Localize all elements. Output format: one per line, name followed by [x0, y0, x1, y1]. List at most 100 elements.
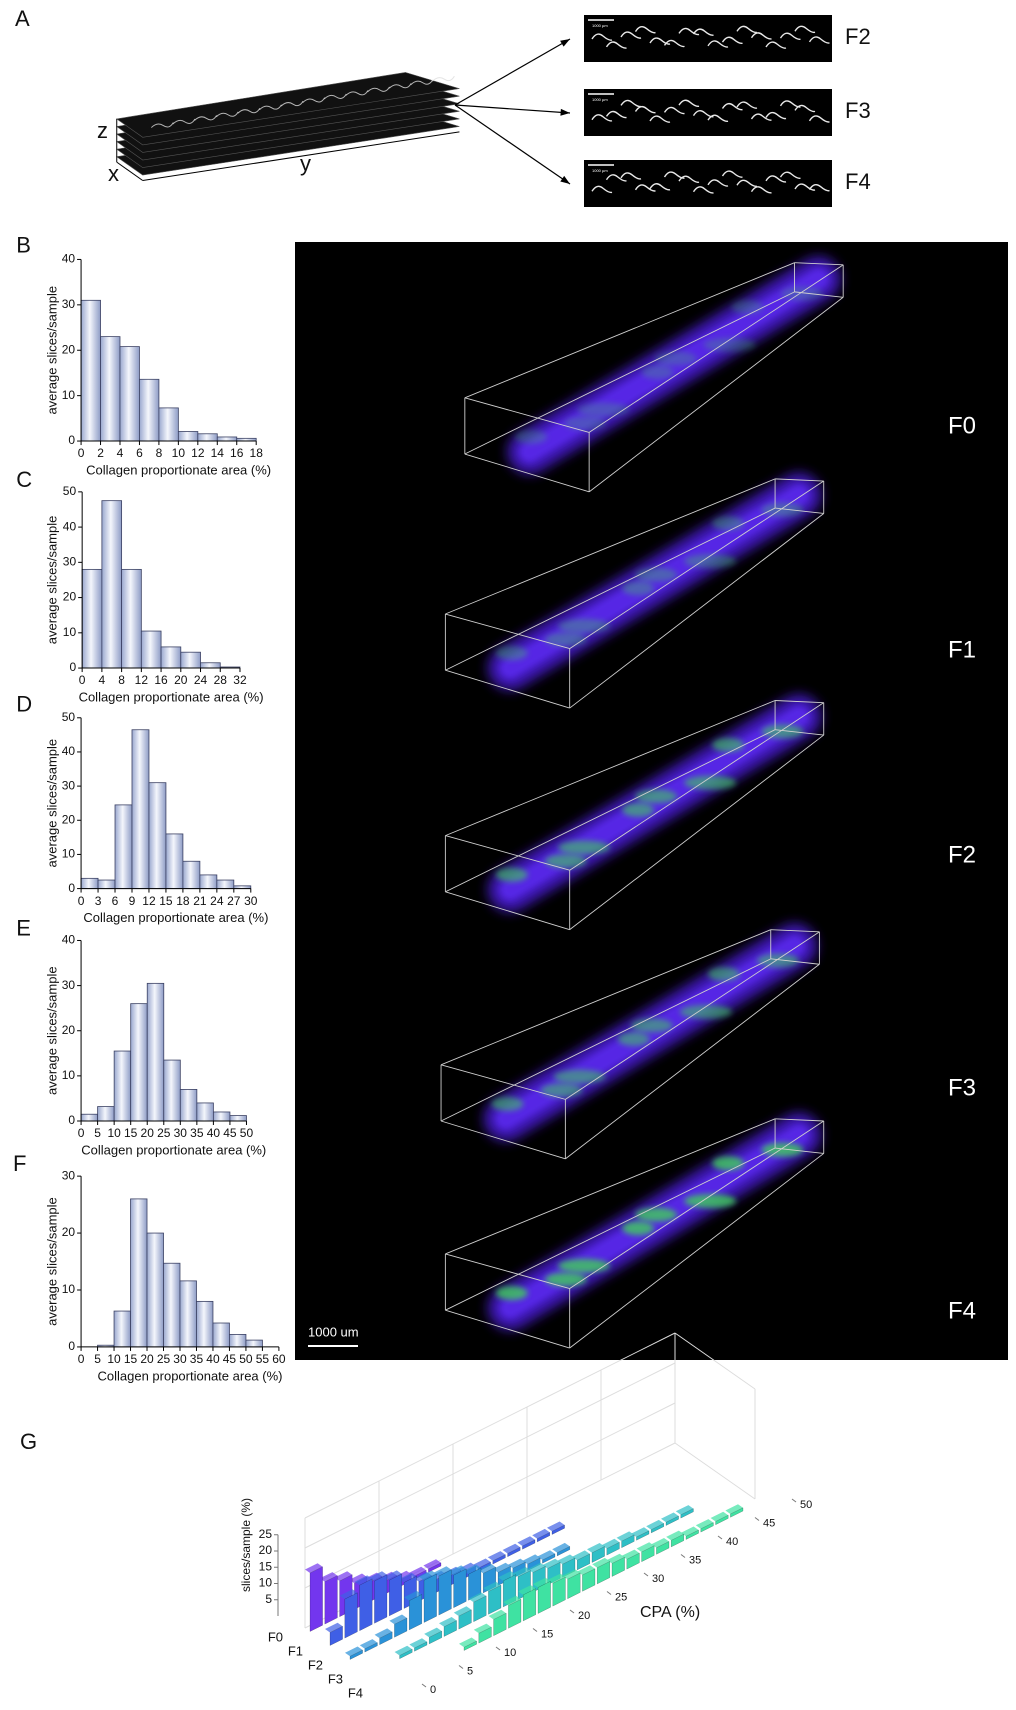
slice-texture [692, 28, 714, 36]
volume-box-edge [565, 963, 820, 1160]
y-tick-label: 30 [62, 978, 76, 992]
volume-collagen [553, 1069, 606, 1084]
y-axis-title: slices/sample (%) [239, 1498, 253, 1592]
slice-texture [634, 25, 656, 34]
slice-texture [794, 104, 816, 113]
stack-texture [237, 108, 261, 114]
y-axis-title: average slices/sample [44, 966, 59, 1095]
x-tick-label: 40 [207, 1126, 221, 1140]
slice-texture [707, 40, 729, 48]
bar-top [503, 1595, 521, 1606]
x-tick [532, 1628, 538, 1632]
arrow [454, 104, 571, 185]
x-tick-label: 28 [214, 673, 228, 687]
volumes: F0 F1 F2 F3 F4 [440, 256, 976, 1349]
slice-texture [591, 33, 613, 41]
bar-top [399, 1572, 417, 1583]
x-tick-label: 14 [211, 446, 225, 460]
bar-top [666, 1530, 684, 1541]
axis-label: x [108, 161, 119, 186]
bar-top [325, 1622, 343, 1633]
bar-top [389, 1614, 407, 1625]
bar [443, 1620, 457, 1637]
x-tick-label: 16 [230, 446, 244, 460]
series-label: F3 [328, 1671, 343, 1686]
x-tick-label: 25 [615, 1591, 627, 1603]
y-tick-label: 40 [62, 933, 76, 947]
slice-texture [649, 115, 671, 123]
x-tick-label: 45 [223, 1126, 237, 1140]
bar [473, 1595, 487, 1623]
volume-label: F3 [948, 1074, 976, 1101]
backdrop-grid [674, 1332, 756, 1390]
x-tick-label: 25 [157, 1126, 171, 1140]
y-tick-label: 20 [62, 812, 76, 826]
bar [212, 1322, 230, 1348]
bar [478, 1626, 492, 1644]
axis-label: z [97, 118, 108, 143]
bar-top [305, 1563, 323, 1573]
x-tick-label: 12 [142, 894, 156, 908]
bar-top [463, 1564, 481, 1575]
volume-box-edge [569, 480, 824, 649]
x-tick-label: 10 [504, 1647, 516, 1659]
bar-top [339, 1589, 358, 1600]
y-tick-label: 10 [259, 1576, 273, 1590]
x-axis-title: Collagen proportionate area (%) [97, 1368, 282, 1383]
bar [199, 874, 218, 889]
volume-box-edge [569, 513, 824, 709]
bar-top [533, 1577, 551, 1588]
bar [414, 1641, 428, 1652]
bar [119, 346, 140, 442]
stack-texture [215, 111, 239, 118]
bar [212, 1111, 231, 1122]
bar-top [522, 1554, 541, 1565]
x-tick-label: 35 [190, 1126, 204, 1140]
volume-collagen [544, 1272, 587, 1287]
y-tick-label: 0 [68, 1113, 75, 1127]
volume-collagen [757, 953, 800, 968]
slice-texture [794, 25, 816, 34]
bar-top [493, 1562, 511, 1573]
bar-top [621, 1549, 640, 1560]
slice-label: F4 [845, 169, 871, 194]
stack-texture [280, 100, 304, 107]
x-tick-label: 24 [194, 673, 208, 687]
slice-texture [678, 27, 700, 36]
backdrop-grid [674, 1442, 756, 1500]
bar [114, 804, 133, 889]
bar [606, 1541, 620, 1556]
axis-line [116, 161, 143, 181]
bar [130, 1198, 148, 1348]
bar [670, 1533, 685, 1548]
volume-label: F1 [948, 636, 976, 663]
bar-top [384, 1570, 402, 1581]
x-tick-label: 20 [578, 1610, 590, 1622]
x-tick-label: 45 [763, 1517, 775, 1529]
bar [551, 1524, 565, 1535]
volume-box-edge [775, 700, 824, 704]
y-tick-label: 10 [62, 847, 76, 861]
slice-texture [707, 114, 729, 123]
bar-top [577, 1565, 595, 1575]
bar-top [681, 1526, 699, 1537]
x-tick-label: 15 [541, 1628, 553, 1640]
volume-box-edge [445, 507, 776, 671]
y-tick-label: 10 [62, 1068, 76, 1082]
volume-collagen [622, 581, 655, 596]
bar [650, 1522, 665, 1534]
slice-texture [765, 175, 787, 183]
bar [324, 1575, 338, 1625]
x-tick-label: 5 [467, 1665, 473, 1677]
x-tick-label: 3 [95, 894, 102, 908]
volume-label: F4 [948, 1297, 976, 1324]
slice-texture [721, 102, 743, 111]
bar [245, 1339, 263, 1348]
slice-texture [678, 175, 700, 183]
volume-box-edge [440, 929, 771, 1066]
volume-collagen [564, 416, 607, 431]
x-tick-label: 30 [174, 1126, 188, 1140]
backdrop-grid [304, 1362, 676, 1549]
bar [493, 1612, 507, 1637]
x-tick-label: 50 [240, 1126, 254, 1140]
